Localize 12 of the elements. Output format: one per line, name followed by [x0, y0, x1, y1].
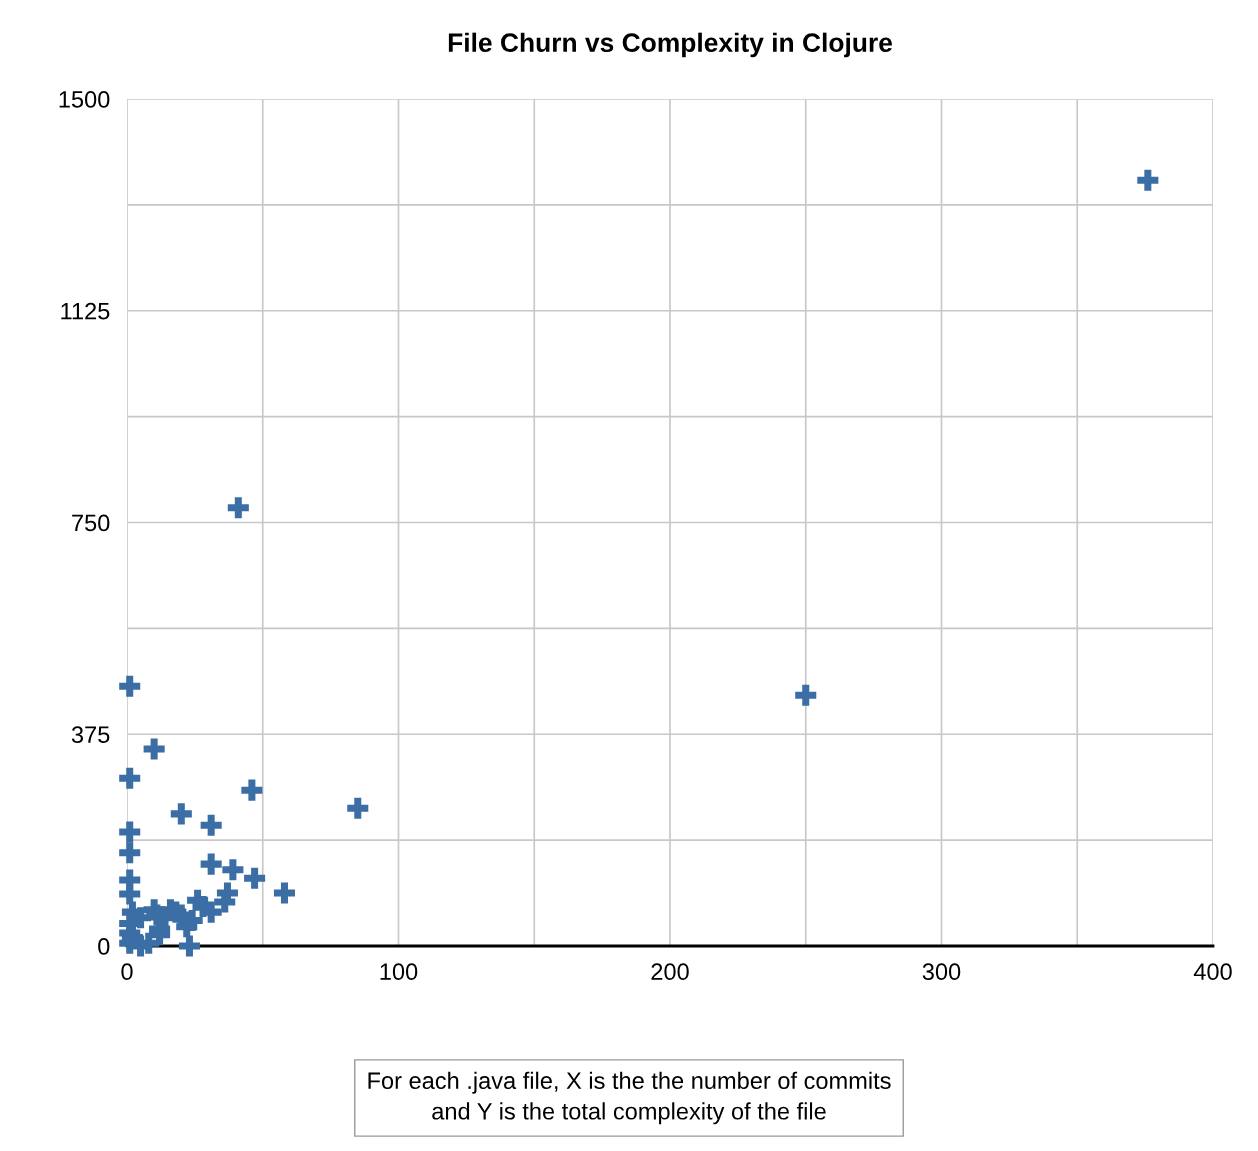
y-tick-label: 0 [98, 938, 110, 955]
y-tick-label: 375 [71, 726, 110, 744]
y-tick-label: 750 [72, 514, 110, 532]
x-tick-label: 100 [380, 963, 418, 981]
x-tick-label: 0 [121, 963, 133, 981]
text: For each .java file, X is the the number of commits and Y is the total complexity of the file [368, 1071, 891, 1125]
x-tick-label: 300 [922, 963, 961, 981]
y-tick-label: 1500 [59, 91, 110, 108]
x-tick-label: 200 [651, 963, 689, 981]
chart-title: File Churn vs Complexity in Clojure [448, 32, 892, 58]
y-tick-label: 1125 [61, 302, 110, 320]
x-tick-label: 400 [1193, 963, 1232, 981]
